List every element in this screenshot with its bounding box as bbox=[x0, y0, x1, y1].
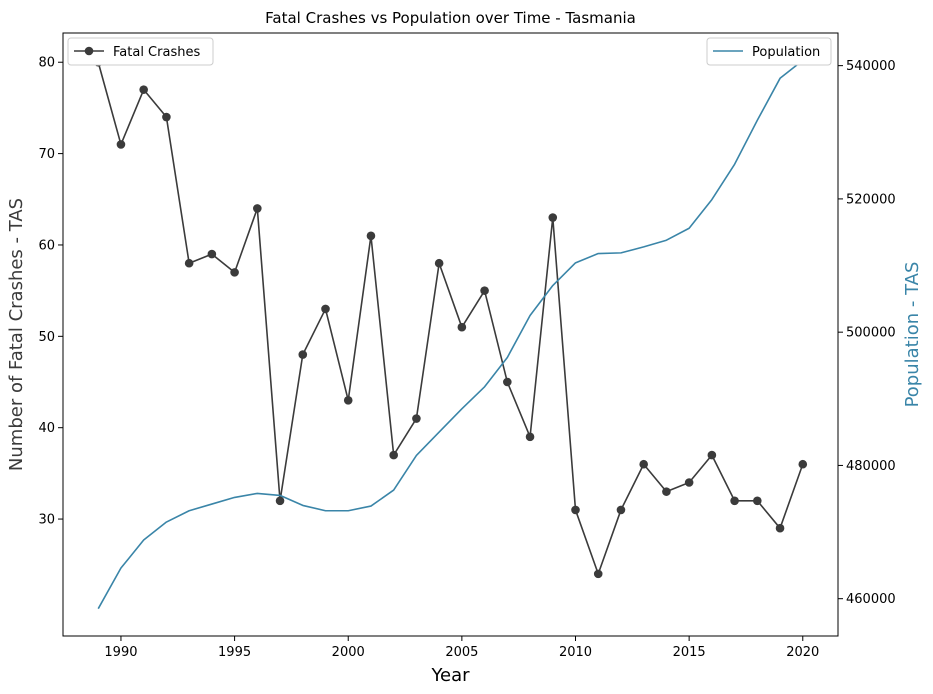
y-left-tick-label: 60 bbox=[38, 238, 55, 253]
fatal-crashes-point bbox=[525, 432, 535, 442]
x-tick-label: 2020 bbox=[786, 645, 819, 660]
x-axis-title: Year bbox=[430, 665, 470, 686]
y-left-tick-label: 70 bbox=[38, 147, 55, 162]
y-right-tick-label: 540000 bbox=[846, 59, 896, 74]
x-tick-label: 2015 bbox=[673, 645, 706, 660]
plot-frame bbox=[62, 32, 839, 637]
fatal-crashes-point bbox=[798, 459, 808, 469]
fatal-crashes-point bbox=[457, 322, 467, 332]
fatal-crashes-point bbox=[139, 85, 148, 94]
fatal-crashes-point bbox=[275, 496, 285, 506]
fatal-crashes-line bbox=[97, 62, 804, 575]
y-right-tick-label: 460000 bbox=[846, 592, 896, 607]
y-right-tick-label: 520000 bbox=[846, 192, 896, 207]
x-tick-label: 2010 bbox=[559, 645, 592, 660]
fatal-crashes-point bbox=[366, 231, 376, 241]
fatal-crashes-point bbox=[503, 377, 512, 387]
legend-fatal-crashes-swatch-marker bbox=[84, 46, 94, 56]
fatal-crashes-point bbox=[548, 213, 558, 222]
y-left-tick-label: 50 bbox=[38, 330, 55, 345]
y-right-tick-label: 480000 bbox=[846, 459, 896, 474]
y-right-axis-title: Population - TAS bbox=[902, 262, 923, 408]
fatal-crashes-point bbox=[321, 304, 330, 314]
fatal-crashes-point bbox=[116, 140, 126, 149]
x-tick-label: 1990 bbox=[104, 645, 137, 660]
y-left-axis-title: Number of Fatal Crashes - TAS bbox=[6, 198, 27, 471]
fatal-crashes-point bbox=[207, 249, 217, 259]
plot-area: 1990 1995 2000 2005 2010 2015 2020 30 40 50 60 70 80… bbox=[38, 32, 896, 660]
population-line bbox=[97, 59, 804, 610]
fatal-crashes-point bbox=[162, 112, 171, 122]
y-left-tick-label: 30 bbox=[38, 513, 55, 528]
x-tick-label: 2005 bbox=[445, 645, 478, 660]
fatal-crashes-point bbox=[253, 204, 262, 213]
fatal-crashes-point bbox=[343, 395, 353, 405]
fatal-crashes-point bbox=[412, 414, 421, 423]
fatal-crashes-point bbox=[684, 478, 694, 487]
fatal-crashes-point bbox=[753, 496, 762, 506]
fatal-crashes-point bbox=[707, 450, 717, 460]
fatal-crashes-point bbox=[616, 505, 626, 515]
fatal-crashes-point bbox=[389, 450, 398, 460]
legend-population-label: Population bbox=[752, 45, 820, 60]
fatal-crashes-point bbox=[298, 350, 308, 359]
fatal-crashes-point bbox=[480, 286, 489, 295]
fatal-crashes-point bbox=[775, 523, 785, 533]
fatal-crashes-point bbox=[230, 268, 239, 277]
fatal-crashes-point bbox=[184, 258, 194, 268]
fatal-crashes-point bbox=[662, 487, 671, 496]
x-tick-label: 1995 bbox=[218, 645, 251, 660]
y-left-tick-label: 40 bbox=[38, 421, 55, 436]
y-right-tick-label: 500000 bbox=[846, 326, 896, 341]
x-tick-label: 2000 bbox=[332, 645, 365, 660]
fatal-crashes-point bbox=[593, 569, 603, 579]
legend-left-box bbox=[67, 37, 214, 66]
chart-title: Fatal Crashes vs Population over Time - … bbox=[265, 9, 636, 27]
fatal-crashes-point bbox=[571, 505, 580, 515]
fatal-crashes-point bbox=[639, 459, 648, 469]
y-left-tick-label: 80 bbox=[38, 56, 55, 71]
fatal-crashes-point bbox=[434, 258, 444, 268]
legend-right-box bbox=[706, 37, 832, 66]
fatal-crashes-point bbox=[730, 496, 739, 506]
legend-fatal-crashes-label: Fatal Crashes bbox=[113, 45, 200, 60]
